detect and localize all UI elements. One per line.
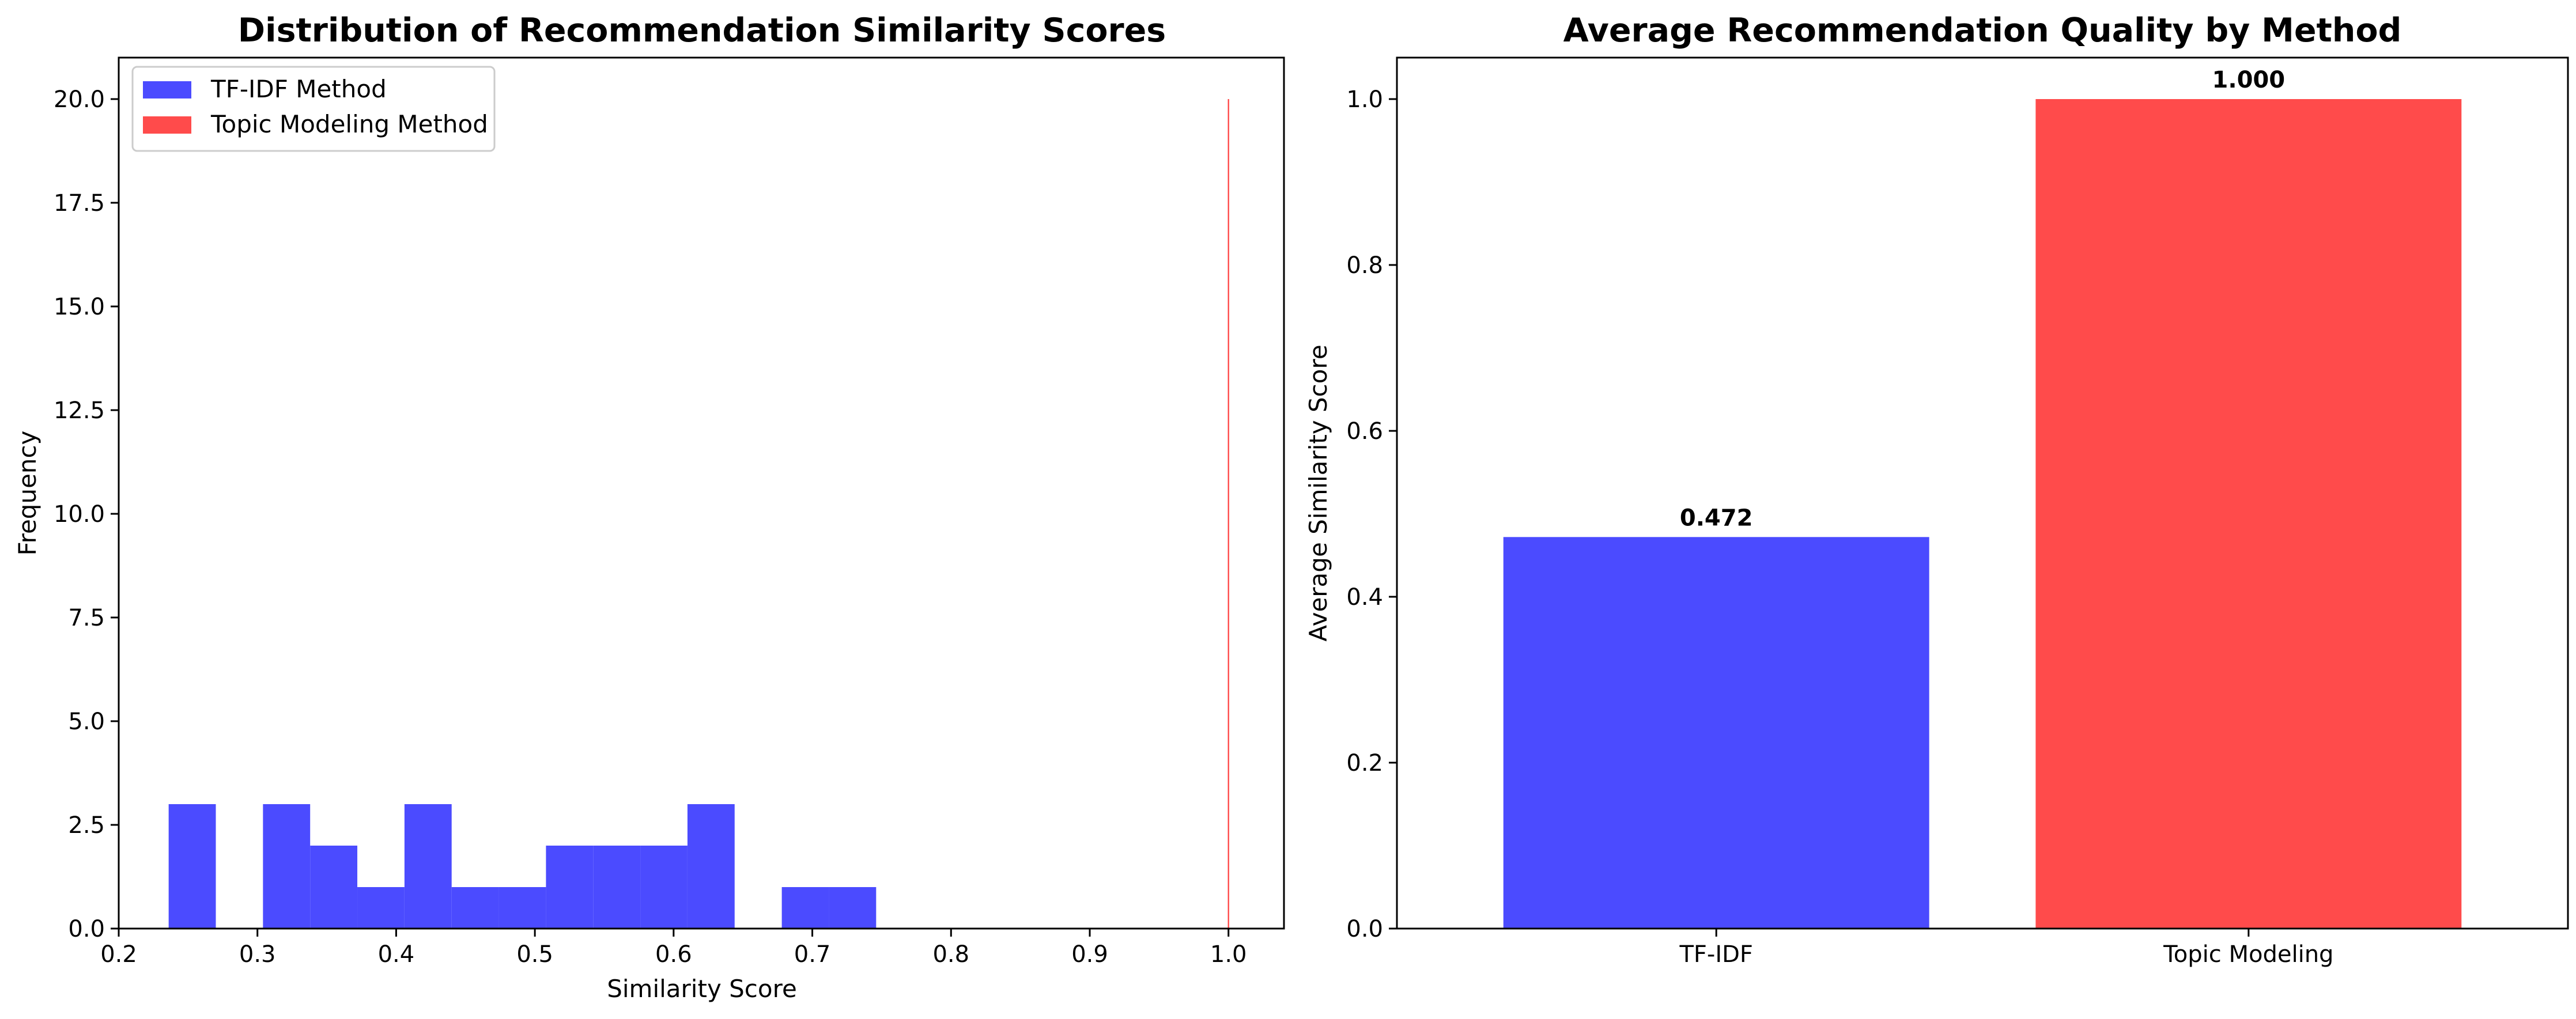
y-tick-label: 0.0 [68,916,105,942]
bar-chart-frame [1396,56,2569,930]
x-tick-label: 0.9 [1071,941,1108,968]
y-tick-label: 12.5 [54,397,105,424]
x-tick-label: 0.5 [516,941,553,968]
y-tick-label: 0.0 [1346,916,1383,942]
histogram-y-ticks: 0.0 2.5 5.0 7.5 10.0 12.5 15.0 17.5 20.0 [54,86,119,942]
bar-value-label: 1.000 [2212,67,2286,93]
y-tick-label: 15.0 [54,294,105,320]
bar [2035,99,2462,929]
bar-chart-title: Average Recommendation Quality by Method [1563,12,2402,50]
histogram-bar [781,887,829,929]
histogram-x-axis-label: Similarity Score [607,975,797,1003]
histogram-bar [498,887,546,929]
bar-chart-bars: 0.472 1.000 [1503,67,2462,929]
x-tick-label: Topic Modeling [2163,941,2333,968]
x-tick-label: 0.6 [655,941,692,968]
histogram-bar [640,846,688,929]
x-tick-label: 0.4 [378,941,415,968]
y-tick-label: 0.8 [1346,252,1383,279]
y-tick-label: 1.0 [1346,86,1383,113]
legend-label-topic: Topic Modeling Method [210,110,488,138]
y-tick-label: 0.4 [1346,584,1383,611]
legend-label-tfidf: TF-IDF Method [210,75,387,103]
x-tick-label: 0.2 [100,941,137,968]
x-tick-label: TF-IDF [1679,941,1752,968]
histogram-bar [168,804,216,929]
x-tick-label: 0.7 [794,941,831,968]
histogram-panel: Distribution of Recommendation Similarit… [13,12,1285,1003]
histogram-bar [687,804,735,929]
y-tick-label: 17.5 [54,190,105,217]
histogram-bar [593,846,641,929]
legend-swatch-tfidf [143,81,191,99]
bar-chart-x-ticks: TF-IDF Topic Modeling [1679,929,2333,968]
y-tick-label: 0.2 [1346,750,1383,776]
bar-chart-panel: Average Recommendation Quality by Method… [1304,12,2569,968]
legend-frame [131,66,496,152]
y-tick-label: 20.0 [54,86,105,113]
y-tick-label: 7.5 [68,605,105,631]
histogram-y-axis-label: Frequency [13,431,41,556]
histogram-bar [1227,99,1229,929]
histogram-bar [546,846,594,929]
x-tick-label: 0.8 [932,941,969,968]
histogram-x-ticks: 0.2 0.3 0.4 0.5 0.6 0.7 0.8 0.9 1.0 [100,929,1247,968]
x-tick-label: 1.0 [1210,941,1247,968]
y-tick-label: 5.0 [68,709,105,735]
y-tick-label: 10.0 [54,501,105,528]
histogram-bar [404,804,452,929]
histogram-bar [263,804,311,929]
bar-chart-y-axis-label: Average Similarity Score [1304,344,1332,641]
histogram-bars [168,99,1229,929]
histogram-bar [310,846,358,929]
bar-value-label: 0.472 [1680,505,1753,531]
x-tick-label: 0.3 [239,941,276,968]
histogram-legend: TF-IDF Method Topic Modeling Method [131,66,496,152]
histogram-bar [357,887,405,929]
histogram-bar [829,887,877,929]
legend-swatch-topic [143,116,191,134]
histogram-bar [451,887,499,929]
y-tick-label: 0.6 [1346,418,1383,445]
histogram-frame [118,56,1285,930]
histogram-title: Distribution of Recommendation Similarit… [238,12,1166,50]
bar [1503,537,1929,929]
y-tick-label: 2.5 [68,812,105,839]
bar-chart-y-ticks: 0.0 0.2 0.4 0.6 0.8 1.0 [1346,86,1397,942]
